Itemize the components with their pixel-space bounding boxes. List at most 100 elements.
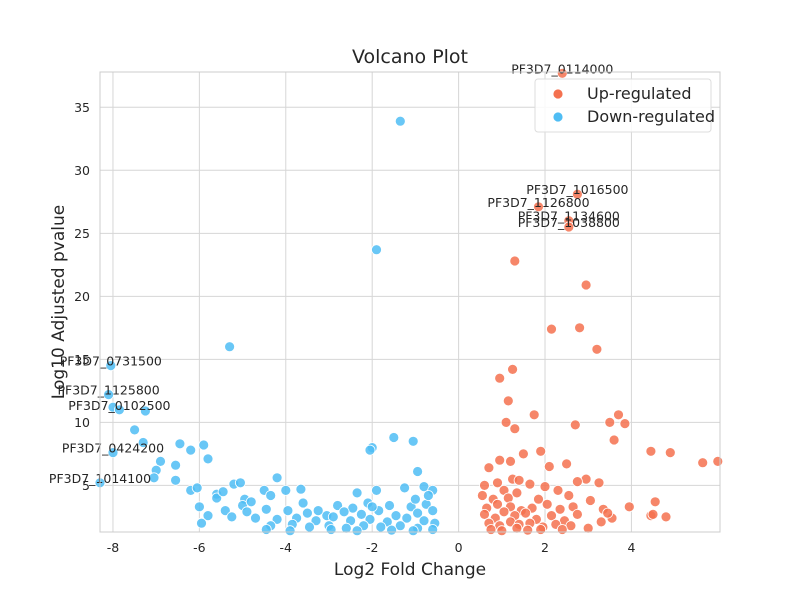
up-regulated-point (608, 434, 620, 446)
down-regulated-point (241, 506, 253, 518)
gene-annotations: PF3D7_0114000PF3D7_1016500PF3D7_1126800P… (49, 61, 629, 485)
down-regulated-point (295, 483, 307, 495)
down-regulated-point (271, 472, 283, 484)
gene-label: PF3D7_1038800 (518, 215, 620, 230)
down-regulated-point (245, 496, 257, 508)
y-axis-label: Log10 Adjusted pvalue (49, 205, 69, 399)
down-regulated-point (394, 520, 406, 532)
down-regulated-point (386, 524, 398, 536)
down-regulated-point (375, 521, 387, 533)
down-regulated-point (105, 360, 117, 372)
legend: Up-regulated Down-regulated (534, 78, 715, 133)
down-regulated-point (340, 522, 352, 534)
down-regulated-point (427, 524, 439, 535)
down-regulated-point (211, 492, 223, 504)
gene-label: PF3D7_1016500 (526, 182, 628, 197)
down-regulated-point (412, 507, 424, 519)
up-regulated-point (509, 255, 521, 267)
up-regulated-point (649, 496, 661, 508)
gene-label: PF3D7_1126800 (487, 195, 589, 210)
up-regulated-point (569, 419, 581, 431)
down-regulated-point (155, 455, 166, 467)
legend-up-label: Up-regulated (587, 84, 692, 103)
down-regulated-point (418, 515, 430, 527)
up-regulated-point (496, 525, 508, 537)
down-regulated-point (114, 404, 125, 416)
gene-label: PF3D7_1134600 (518, 209, 620, 224)
up-regulated-point (505, 455, 516, 467)
up-regulated-point (485, 524, 497, 535)
up-regulated-point (554, 503, 566, 515)
y-tick-label: 35 (74, 100, 90, 115)
up-regulated-point (647, 509, 659, 520)
down-regulated-point (312, 505, 324, 517)
y-tick-label: 20 (74, 289, 90, 304)
down-regulated-point (198, 439, 210, 451)
gene-label: PF3D7_0424200 (62, 441, 164, 456)
down-regulated-point (390, 510, 402, 521)
down-regulated-point (366, 501, 378, 513)
up-regulated-point (556, 524, 568, 535)
down-regulated-point (427, 505, 439, 517)
up-regulated-point (509, 423, 521, 435)
up-regulated-point (500, 416, 512, 428)
up-regulated-point (645, 445, 657, 457)
down-regulated-point (351, 525, 363, 537)
x-tick-label: 2 (541, 540, 549, 555)
y-tick-labels: 5 10 15 20 25 30 35 (74, 100, 90, 493)
up-regulated-point (528, 409, 540, 421)
down-regulated-point (250, 512, 261, 524)
plot-area (100, 72, 720, 532)
down-regulated-point (399, 482, 411, 494)
down-regulated-point (129, 424, 141, 436)
y-tick-label: 15 (74, 352, 90, 367)
up-regulated-point (492, 477, 503, 489)
y-tick-label: 5 (82, 478, 90, 493)
x-tick-labels: -8 -6 -4 -2 0 2 4 (107, 540, 636, 555)
down-regulated-point (226, 511, 238, 523)
down-regulated-point (202, 453, 214, 465)
x-tick-label: 0 (455, 540, 463, 555)
up-regulated-point (483, 462, 495, 474)
down-regulated-point (271, 514, 283, 525)
down-regulated-point (139, 405, 151, 417)
down-regulated-point (282, 505, 294, 517)
x-tick-label: -6 (193, 540, 206, 555)
plot-frame (99, 71, 721, 533)
down-regulated-point (280, 484, 292, 496)
y-tick-label: 10 (74, 415, 90, 430)
up-regulated-point (476, 490, 488, 501)
down-regulated-point (338, 506, 350, 518)
x-tick-label: -8 (107, 540, 120, 555)
up-regulated-point (543, 461, 555, 472)
up-regulated-point (561, 458, 572, 470)
down-regulated-point (407, 435, 419, 447)
up-regulated-point (574, 322, 585, 334)
up-regulated-point (535, 524, 547, 535)
down-regulated-point (409, 493, 421, 505)
down-regulated-point (217, 486, 229, 498)
down-regulated-point (332, 500, 344, 511)
down-regulated-point (384, 500, 395, 511)
up-regulated-point (602, 507, 614, 519)
down-regulated-point (407, 525, 419, 537)
up-regulated-point (552, 484, 564, 496)
up-regulated-point (546, 510, 557, 521)
gene-label: PF3D7_0114000 (511, 61, 613, 76)
down-regulated-point (137, 437, 149, 448)
down-regulated-point (304, 521, 315, 533)
down-regulated-point (265, 490, 277, 501)
down-regulated-point (234, 477, 246, 489)
up-regulated-point (520, 507, 531, 519)
down-regulated-point (185, 444, 197, 456)
down-regulated-point (310, 515, 322, 527)
down-regulated-point (103, 389, 114, 401)
up-regulated-point (572, 188, 583, 200)
up-regulated-point (563, 490, 575, 501)
up-regulated-point (524, 478, 536, 490)
down-regulated-point (260, 503, 272, 515)
down-regulated-point (191, 482, 203, 494)
down-regulated-point (301, 507, 313, 519)
up-regulated-point (591, 343, 603, 355)
